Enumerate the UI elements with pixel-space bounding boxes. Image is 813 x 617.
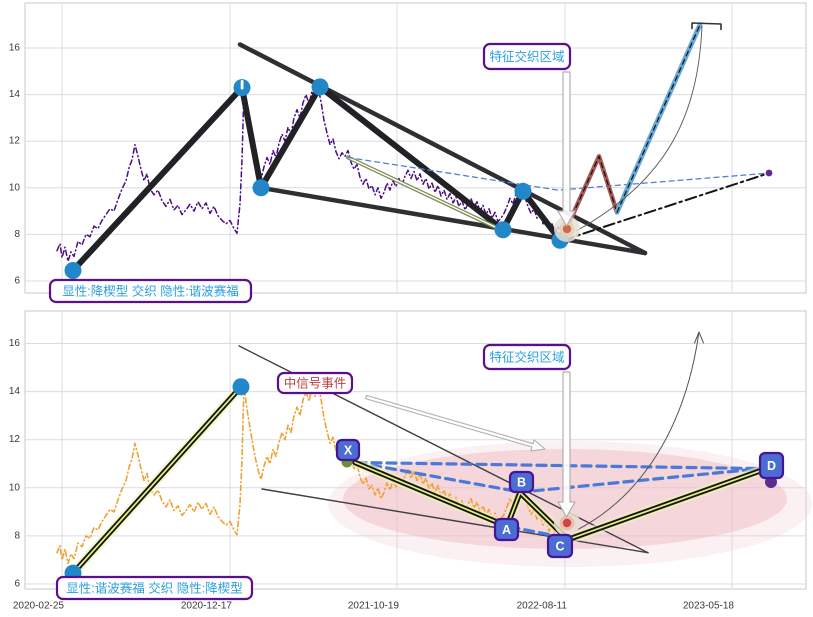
- point-label-x-box: [335, 438, 361, 462]
- pivot-i-mark: [240, 80, 244, 90]
- price-line-purple: [56, 86, 562, 262]
- projection-arc: [575, 25, 703, 232]
- signal-event-label-text: 中信号事件: [284, 376, 347, 391]
- point-label-c-box: [546, 533, 574, 559]
- feature-zone-marker-dot: [562, 518, 572, 528]
- feature-zone-marker-dot: [562, 224, 572, 234]
- feature-zone-label-box: [482, 343, 572, 371]
- point-label-b-box: [508, 470, 535, 494]
- blue-projection-leg-overlay: [616, 24, 701, 213]
- impulse-leg-core: [72, 385, 242, 575]
- y-tick-label: 12: [9, 136, 21, 147]
- wedge-support-line: [258, 185, 648, 256]
- lower-trendline: [261, 488, 649, 554]
- x-tick-label: 2020-02-25: [13, 601, 65, 612]
- explicit-implicit-caption-bottom-box: [55, 575, 254, 601]
- signal-event-arrow: [364, 394, 546, 452]
- y-tick-label: 12: [9, 434, 21, 445]
- impulse-dots: [232, 378, 250, 396]
- y-tick-label: 10: [9, 482, 21, 493]
- x-tick-label: 2020-12-17: [181, 601, 233, 612]
- point-label-c-text: C: [555, 540, 564, 554]
- olive-measure-line-core: [347, 156, 497, 229]
- feature-zone-label-box: [482, 42, 572, 71]
- feature-zone-arrow: [557, 371, 576, 518]
- pivot-dots: [494, 221, 512, 239]
- pivot-dots: [311, 78, 329, 96]
- signal-event-label-box: [276, 371, 354, 395]
- explicit-implicit-caption-top-text: 显性:降楔型 交织 隐性:谐波赛福: [62, 284, 238, 299]
- feature-zone-label-text: 特征交织区域: [489, 49, 564, 64]
- feature-zone-label-text: 特征交织区域: [489, 350, 564, 365]
- price-line-orange: [56, 383, 562, 565]
- y-tick-label: 14: [9, 89, 21, 100]
- y-tick-label: 8: [14, 530, 20, 541]
- point-label-a-box: [493, 517, 520, 542]
- point-label-a-text: A: [502, 523, 511, 537]
- top-panel-frame: [24, 2, 807, 294]
- red-signal-zigzag-overlay: [564, 155, 618, 233]
- wedge-resistance-line: [237, 42, 648, 256]
- x-tick-label: 2021-10-19: [348, 601, 400, 612]
- blue-thin-dashed-line: [347, 156, 770, 191]
- y-tick-label: 8: [14, 229, 20, 240]
- y-tick-label: 16: [9, 43, 21, 54]
- point-label-x-text: X: [344, 444, 353, 458]
- breakout-arc: [574, 331, 700, 532]
- y-tick-label: 6: [14, 579, 20, 590]
- y-tick-label: 16: [9, 338, 21, 349]
- bottom-panel-frame: [24, 310, 807, 590]
- feature-zone-arrow: [557, 71, 576, 227]
- target-cap: [691, 22, 722, 31]
- y-tick-label: 6: [14, 276, 20, 287]
- pivot-dots: [64, 262, 82, 280]
- point-label-b-text: B: [517, 476, 526, 490]
- y-tick-label: 14: [9, 386, 21, 397]
- pivot-dots: [514, 182, 532, 200]
- point-label-d-box: [758, 451, 785, 480]
- explicit-implicit-caption-top-box: [48, 278, 253, 304]
- dash-dot-projection-line: [562, 172, 770, 242]
- breakout-arc-head: [694, 331, 704, 344]
- projection-end-dot: [765, 169, 773, 177]
- pivot-dots: [252, 179, 270, 197]
- x-tick-label: 2022-08-11: [517, 601, 568, 612]
- x-tick-label: 2023-05-18: [683, 601, 735, 612]
- point-label-d-text: D: [767, 459, 776, 473]
- y-tick-label: 10: [9, 182, 21, 193]
- xabcd-blue-dash-xd: [355, 460, 763, 471]
- explicit-implicit-caption-bottom-text: 显性:谐波赛福 交织 隐性:降楔型: [66, 581, 242, 596]
